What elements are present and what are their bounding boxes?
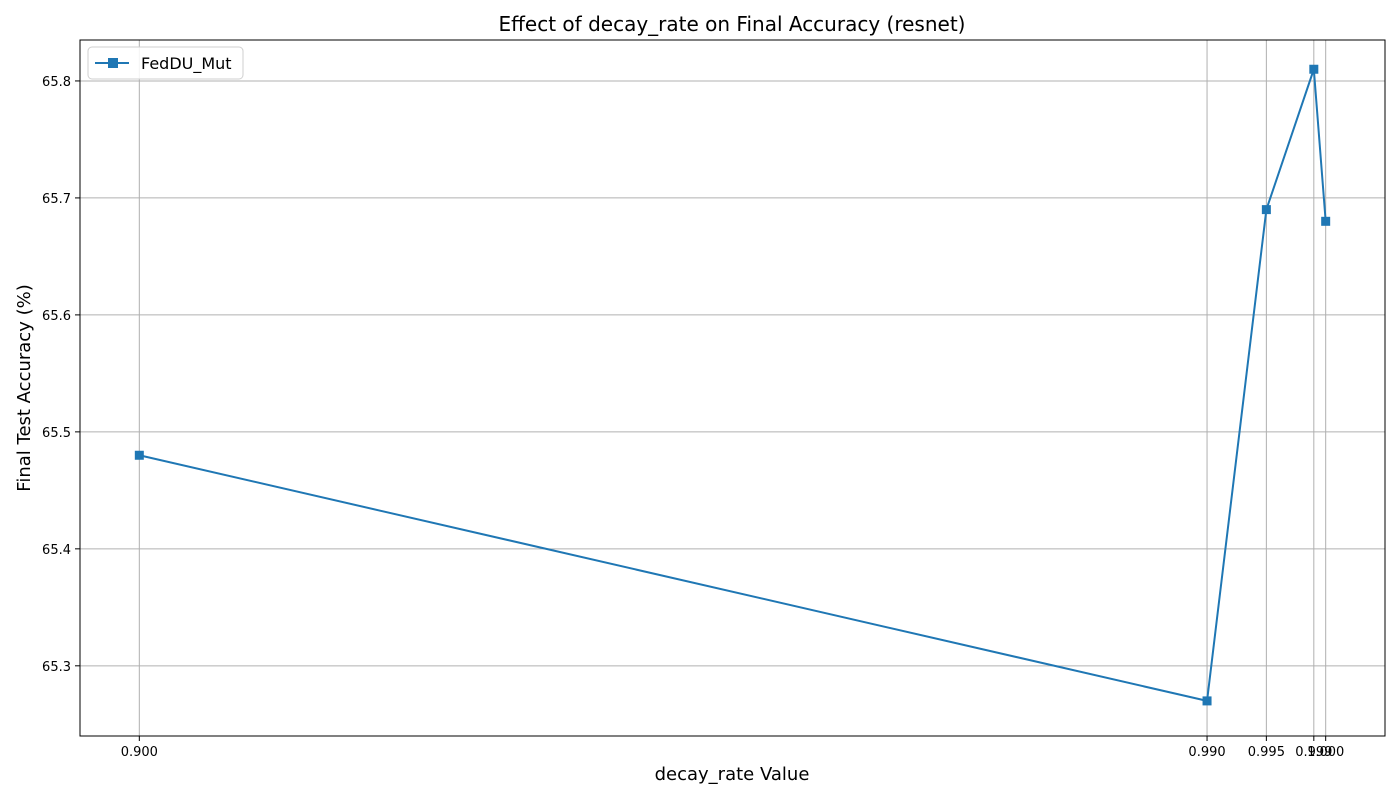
x-tick-label-4: 1.000 [1307,745,1344,760]
legend: FedDU_Mut [87,46,244,80]
y-axis-ticks: 65.3 65.4 65.5 65.6 65.7 65.8 [42,75,80,675]
y-axis-label: Final Test Accuracy (%) [14,284,35,491]
data-point-0-3 [1309,64,1319,74]
data-point-0-1 [1202,696,1212,706]
data-point-0-4 [1321,216,1331,226]
y-tick-label-5: 65.8 [42,75,71,90]
legend-marker-feddu-mut [108,58,118,68]
legend-box [87,46,244,80]
data-point-0-0 [134,450,144,460]
y-tick-label-2: 65.5 [42,426,71,441]
plot-frame [79,39,1386,737]
series-layer [134,64,1331,706]
x-tick-label-0: 0.900 [121,745,158,760]
x-tick-label-2: 0.995 [1248,745,1285,760]
x-axis-label: decay_rate Value [655,764,810,785]
chart-title: Effect of decay_rate on Final Accuracy (… [499,12,966,36]
legend-label-feddu-mut: FedDU_Mut [141,54,232,74]
y-tick-label-1: 65.4 [42,543,71,558]
x-tick-label-1: 0.990 [1188,745,1225,760]
x-tick-label-3: 0.999 [1295,745,1332,760]
y-tick-label-4: 65.7 [42,192,71,207]
grid-lines [80,40,1385,736]
y-tick-label-0: 65.3 [42,660,71,675]
data-point-0-2 [1261,205,1271,215]
y-tick-label-3: 65.6 [42,309,71,324]
